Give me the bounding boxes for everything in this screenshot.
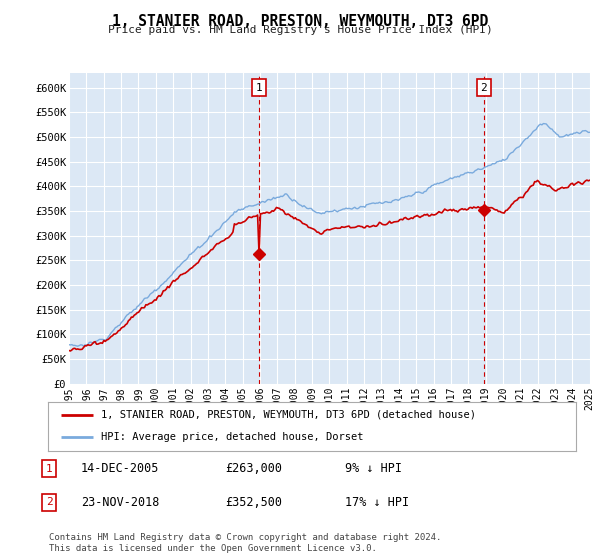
Text: 1: 1 (256, 82, 262, 92)
Text: 2: 2 (481, 82, 487, 92)
Text: 23-NOV-2018: 23-NOV-2018 (81, 496, 160, 509)
Text: £263,000: £263,000 (225, 462, 282, 475)
Text: 1, STANIER ROAD, PRESTON, WEYMOUTH, DT3 6PD (detached house): 1, STANIER ROAD, PRESTON, WEYMOUTH, DT3 … (101, 410, 476, 420)
Text: 1: 1 (46, 464, 53, 474)
Text: HPI: Average price, detached house, Dorset: HPI: Average price, detached house, Dors… (101, 432, 364, 442)
Text: 14-DEC-2005: 14-DEC-2005 (81, 462, 160, 475)
Text: Contains HM Land Registry data © Crown copyright and database right 2024.
This d: Contains HM Land Registry data © Crown c… (49, 533, 442, 553)
Text: £352,500: £352,500 (225, 496, 282, 509)
Text: Price paid vs. HM Land Registry's House Price Index (HPI): Price paid vs. HM Land Registry's House … (107, 25, 493, 35)
Text: 1, STANIER ROAD, PRESTON, WEYMOUTH, DT3 6PD: 1, STANIER ROAD, PRESTON, WEYMOUTH, DT3 … (112, 14, 488, 29)
Text: 9% ↓ HPI: 9% ↓ HPI (345, 462, 402, 475)
Text: 17% ↓ HPI: 17% ↓ HPI (345, 496, 409, 509)
Text: 2: 2 (46, 497, 53, 507)
